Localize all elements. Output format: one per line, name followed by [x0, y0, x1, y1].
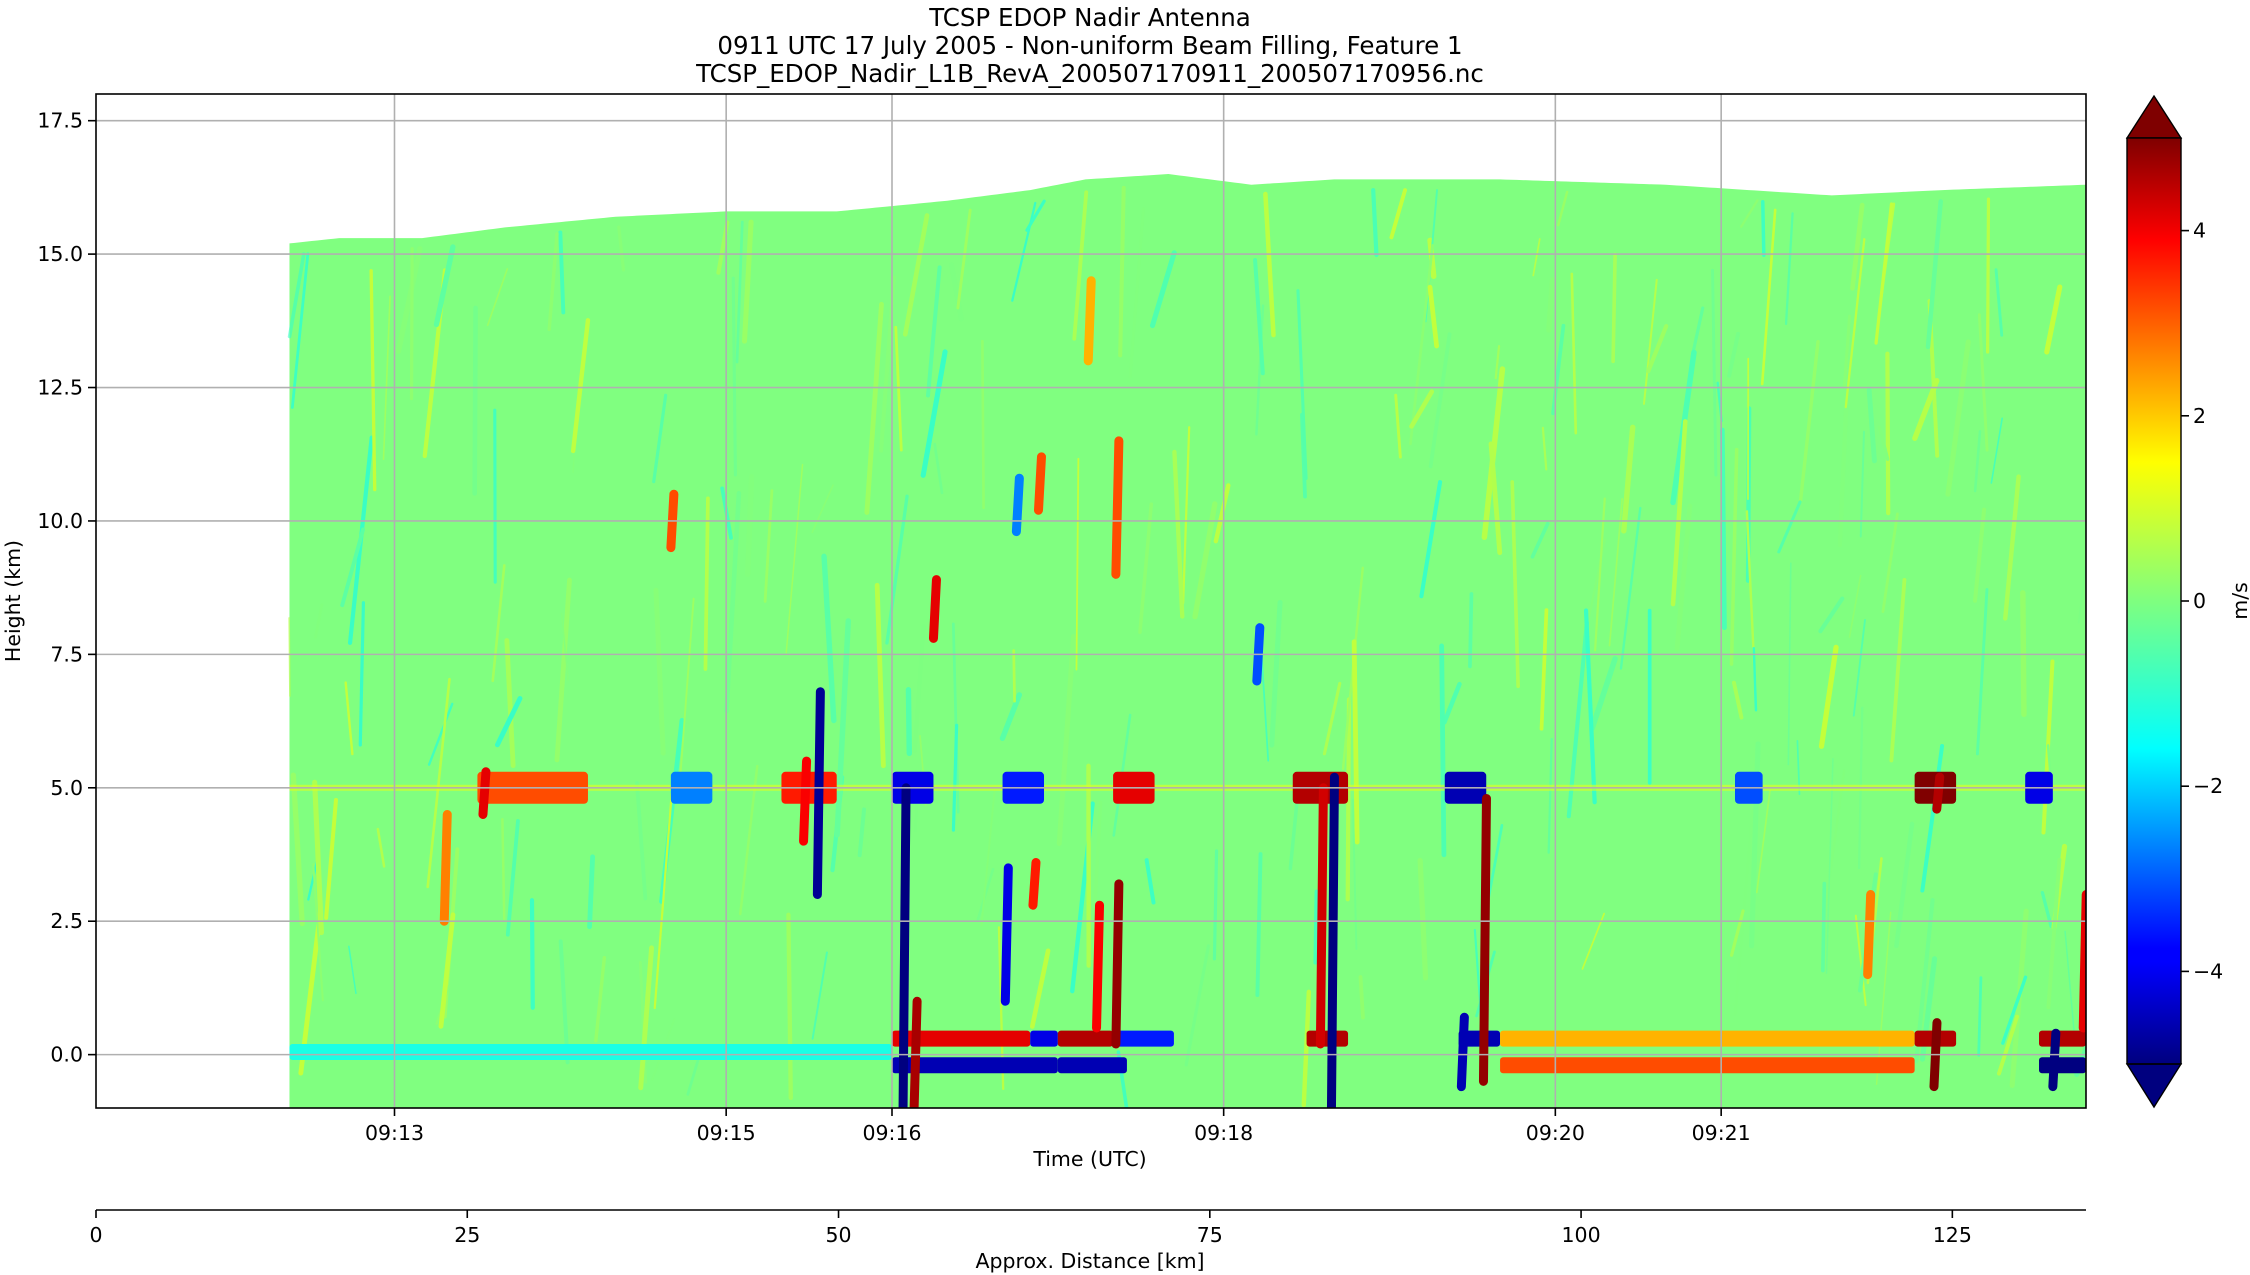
- x-tick-label: 09:20: [1526, 1121, 1585, 1145]
- chart-title-line-1: TCSP EDOP Nadir Antenna: [928, 3, 1251, 32]
- velocity-field: [287, 174, 2086, 1108]
- surface-return-6: [1306, 1030, 1349, 1047]
- distance-tick-label: 100: [1562, 1223, 1601, 1247]
- x-tick-label: 09:13: [365, 1121, 424, 1145]
- colorbar-tick-label: −2: [2193, 774, 2223, 798]
- x-tick-label: 09:16: [862, 1121, 921, 1145]
- distance-axis: 0 25 50 75 100 125 Approx. Distance [km]: [89, 1209, 2086, 1273]
- x-tick-label: 09:18: [1194, 1121, 1253, 1145]
- distance-tick-label: 125: [1933, 1223, 1972, 1247]
- y-tick-label: 2.5: [50, 909, 83, 933]
- y-tick-label: 15.0: [37, 242, 83, 266]
- feature-7: [1111, 879, 1124, 1049]
- colorbar-extend-min: [2125, 1063, 2183, 1109]
- distance-tick-label: 50: [825, 1223, 851, 1247]
- distance-tick-label: 75: [1197, 1223, 1223, 1247]
- feature-24: [478, 767, 491, 819]
- surface-return-4: [892, 1057, 1058, 1074]
- echo-region: [289, 174, 2086, 1108]
- feature-17: [1011, 473, 1024, 537]
- feature-21: [1932, 772, 1945, 814]
- surface-return-3: [1113, 1030, 1174, 1047]
- surface-return-12: [2039, 1057, 2086, 1074]
- feature-5: [1000, 863, 1013, 1006]
- feature-9: [1326, 772, 1339, 1108]
- feature-13: [1111, 436, 1124, 579]
- y-tick-label: 12.5: [37, 376, 83, 400]
- feature-11: [1478, 793, 1491, 1086]
- surface-return-2: [1057, 1030, 1114, 1047]
- colorbar-gradient: [2127, 138, 2181, 1064]
- colorbar-ticks: −4 −2 0 2 4: [2181, 219, 2223, 983]
- surface-return-7: [1458, 1030, 1501, 1047]
- plot-frame: [95, 93, 2087, 1109]
- feature-25: [439, 809, 452, 926]
- surface-returns: [289, 1030, 2086, 1074]
- chart-title-line-3: TCSP_EDOP_Nadir_L1B_RevA_200507170911_20…: [695, 59, 1484, 88]
- distance-tick-label: 25: [454, 1223, 480, 1247]
- feature-2: [898, 783, 911, 1108]
- surface-return-0: [892, 1030, 1031, 1047]
- x-axis-ticks: 09:13 09:15 09:16 09:18 09:20 09:21: [365, 1108, 1751, 1145]
- feature-8: [1092, 900, 1105, 1033]
- feature-10: [1315, 783, 1328, 1049]
- y-tick-label: 17.5: [37, 109, 83, 133]
- colorbar-tick-label: 2: [2193, 404, 2206, 428]
- colorbar-tick-label: −4: [2193, 959, 2223, 983]
- feature-14: [1083, 276, 1096, 366]
- colorbar-label: m/s: [2228, 582, 2250, 620]
- surface-return-1: [1030, 1030, 1058, 1047]
- surface-return-13: [289, 1043, 892, 1060]
- distance-tick-label: 0: [89, 1223, 102, 1247]
- feature-0: [812, 687, 825, 900]
- colorbar-extend-max: [2125, 94, 2183, 139]
- distance-axis-label: Approx. Distance [km]: [975, 1249, 1204, 1273]
- x-tick-label: 09:21: [1692, 1121, 1751, 1145]
- feature-6: [1028, 858, 1041, 910]
- y-axis-label: Height (km): [1, 540, 25, 662]
- plot-area: [96, 94, 2086, 1108]
- feature-19: [1863, 890, 1876, 980]
- y-tick-label: 10.0: [37, 509, 83, 533]
- y-tick-label: 0.0: [50, 1043, 83, 1067]
- gridlines: [96, 94, 2086, 1108]
- colorbar: −4 −2 0 2 4 m/s: [2125, 94, 2250, 1109]
- surface-return-9: [1500, 1057, 1915, 1074]
- y-tick-label: 5.0: [50, 776, 83, 800]
- feature-12: [1456, 1012, 1469, 1092]
- feature-22: [2048, 1028, 2061, 1092]
- feature-16: [1033, 452, 1046, 515]
- feature-4: [928, 575, 941, 643]
- colorbar-tick-label: 4: [2193, 219, 2206, 243]
- surface-return-8: [1500, 1030, 1915, 1047]
- chart-title-line-2: 0911 UTC 17 July 2005 - Non-uniform Beam…: [717, 31, 1462, 60]
- feature-1: [799, 756, 812, 846]
- surface-return-11: [2039, 1030, 2086, 1047]
- surface-return-5: [1057, 1057, 1127, 1074]
- x-tick-label: 09:15: [697, 1121, 756, 1145]
- colorbar-tick-label: 0: [2193, 589, 2206, 613]
- distance-axis-ticks: 0 25 50 75 100 125: [89, 1210, 1972, 1247]
- y-axis-ticks: 0.0 2.5 5.0 7.5 10.0 12.5 15.0 17.5: [37, 109, 96, 1067]
- y-tick-label: 7.5: [50, 642, 83, 666]
- x-axis-label: Time (UTC): [1032, 1147, 1146, 1171]
